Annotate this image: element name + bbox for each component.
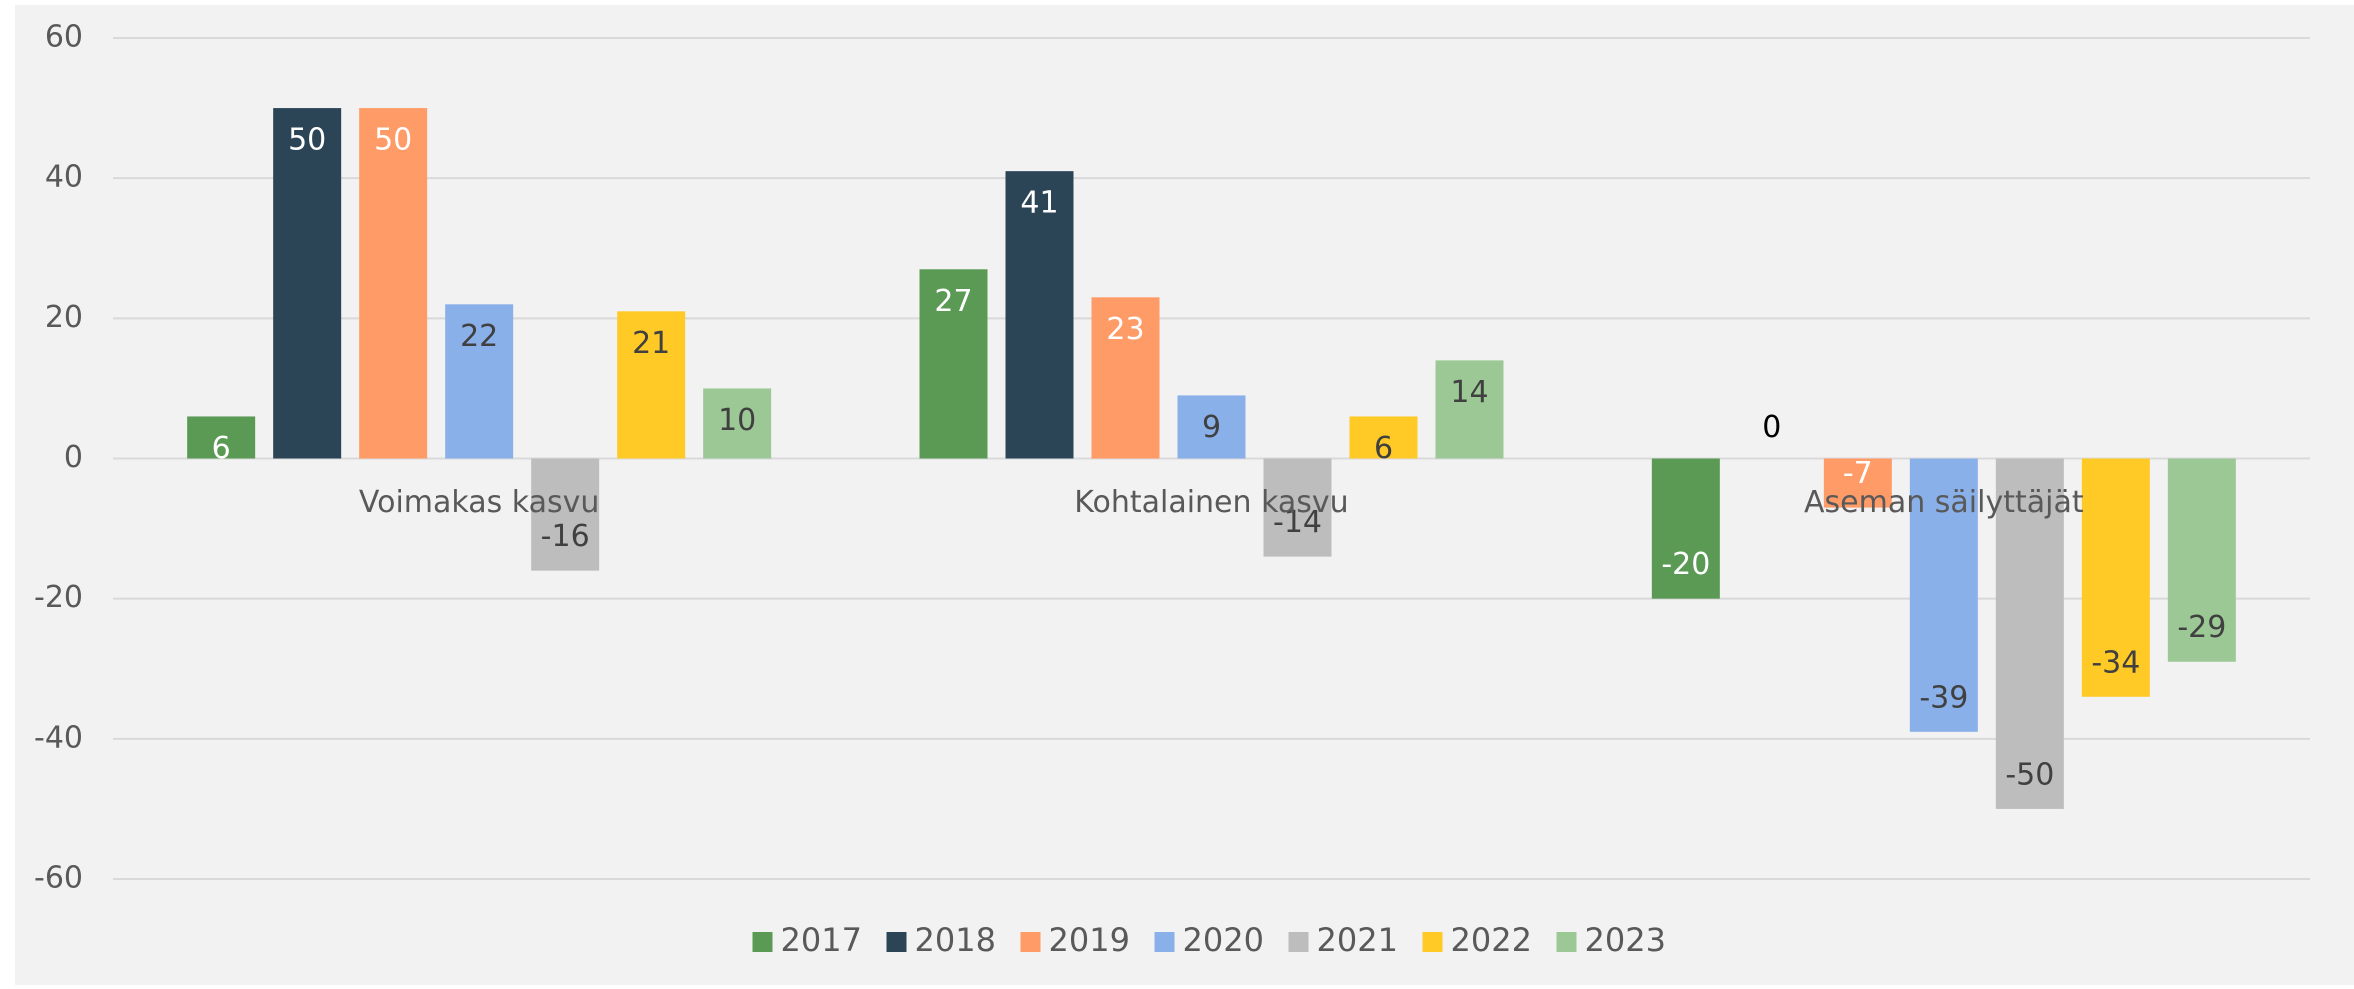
data-label: -29 [2177, 610, 2226, 645]
bar [1091, 297, 1160, 459]
data-label: -20 [1661, 547, 1710, 582]
bar [187, 416, 256, 459]
bar [1349, 416, 1418, 459]
legend-label: 2019 [1049, 921, 1130, 959]
data-label: 27 [934, 284, 972, 319]
legend-swatch [1020, 932, 1041, 952]
bar [919, 269, 988, 459]
bar [1177, 395, 1246, 459]
data-label: 0 [1762, 410, 1781, 445]
legend-swatch [1422, 932, 1443, 952]
legend-label: 2023 [1585, 921, 1666, 959]
legend-swatch [1154, 932, 1175, 952]
y-tick-label: 20 [45, 300, 83, 335]
y-tick-label: 60 [45, 20, 83, 55]
y-tick-label: -60 [34, 861, 83, 896]
bar [1651, 458, 1720, 599]
data-label: -16 [541, 519, 590, 554]
data-label: 50 [288, 123, 326, 158]
bar [703, 388, 772, 459]
bar [1823, 458, 1892, 508]
data-label: -39 [1919, 680, 1968, 715]
bar [2167, 458, 2236, 662]
data-label: 41 [1020, 186, 1058, 221]
legend-label: 2022 [1451, 921, 1532, 959]
y-tick-label: -20 [34, 580, 83, 615]
bar [1005, 171, 1074, 459]
bar [359, 108, 428, 459]
x-tick-label: Aseman säilyttäjät [1804, 485, 2084, 520]
data-label: 14 [1450, 375, 1488, 410]
x-tick-label: Voimakas kasvu [359, 485, 600, 520]
legend-label: 2017 [781, 921, 862, 959]
bar [1995, 458, 2064, 809]
legend-label: 2021 [1317, 921, 1398, 959]
legend-swatch [1288, 932, 1309, 952]
y-tick-label: -40 [34, 720, 83, 755]
data-label: 23 [1106, 312, 1144, 347]
bar [1435, 360, 1504, 459]
bar [2081, 458, 2150, 697]
bar [445, 304, 514, 459]
data-label: 6 [212, 431, 231, 466]
bar [1909, 458, 1978, 732]
data-label: 10 [718, 403, 756, 438]
data-label: -34 [2091, 645, 2140, 680]
data-label: -50 [2005, 757, 2054, 792]
legend-swatch [752, 932, 773, 952]
data-label: 6 [1374, 431, 1393, 466]
data-label: 50 [374, 123, 412, 158]
legend-label: 2020 [1183, 921, 1264, 959]
data-label: 9 [1202, 410, 1221, 445]
y-tick-label: 0 [64, 440, 83, 475]
bar [531, 458, 600, 571]
data-label: -14 [1273, 505, 1322, 540]
x-tick-label: Kohtalainen kasvu [1074, 485, 1348, 520]
bar [273, 108, 342, 459]
data-label: 22 [460, 319, 498, 354]
bar [1263, 458, 1332, 557]
data-label: 21 [632, 326, 670, 361]
y-tick-label: 40 [45, 160, 83, 195]
legend-swatch [1556, 932, 1577, 952]
bar [617, 311, 686, 459]
legend-label: 2018 [915, 921, 996, 959]
data-label: -7 [1843, 456, 1873, 491]
legend-swatch [886, 932, 907, 952]
